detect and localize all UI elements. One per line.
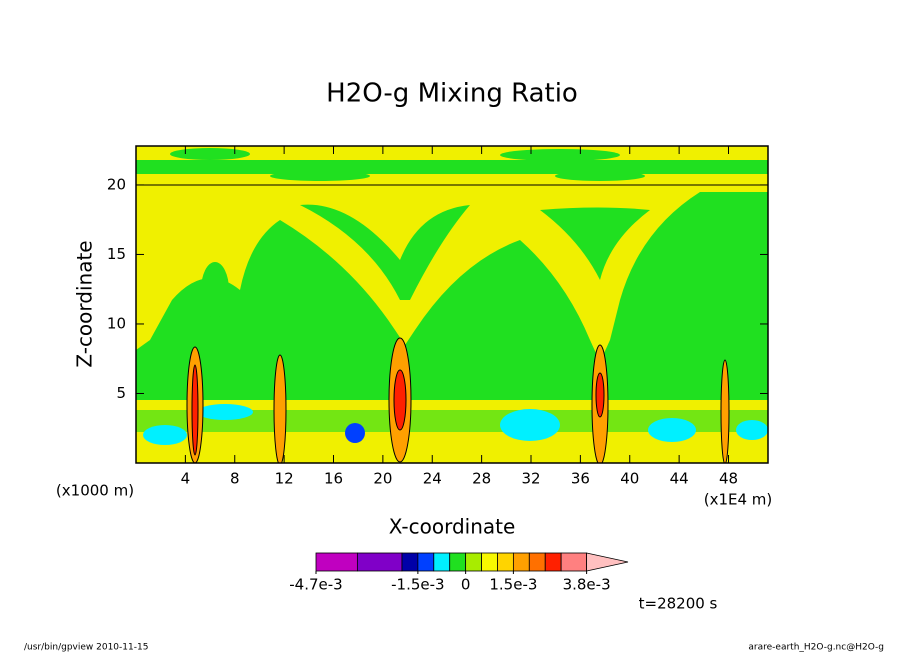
colorbar-segment xyxy=(315,552,358,572)
colorbar-segment xyxy=(512,552,530,572)
contour-field xyxy=(136,146,768,463)
colorbar-segment xyxy=(449,552,467,572)
y-tick-label: 20 xyxy=(107,175,126,193)
x-tick-label: 20 xyxy=(373,470,392,488)
x-tick-label: 44 xyxy=(670,470,689,488)
colorbar-segment xyxy=(560,552,588,572)
colorbar-segment xyxy=(465,552,482,572)
x-tick-label: 48 xyxy=(719,470,738,488)
colorbar-segment xyxy=(356,552,403,572)
x-tick-label: 12 xyxy=(275,470,294,488)
time-label: t=28200 s xyxy=(639,595,718,613)
y-axis-label: Z-coordinate xyxy=(73,240,97,367)
y-tick-label: 15 xyxy=(107,245,126,263)
colorbar-segment xyxy=(544,552,562,572)
footer-left: /usr/bin/gpview 2010-11-15 xyxy=(24,643,148,653)
colorbar-tick-label: 0 xyxy=(461,576,471,594)
x-tick-label: 40 xyxy=(620,470,639,488)
colorbar-segment xyxy=(528,552,546,572)
x-tick-label: 8 xyxy=(230,470,240,488)
colorbar-segment xyxy=(497,552,514,572)
x-tick-label: 36 xyxy=(571,470,590,488)
x-unit-note: (x1000 m) xyxy=(56,482,134,500)
x-axis-label: X-coordinate xyxy=(389,515,516,539)
colorbar-extension xyxy=(586,552,629,572)
x-tick-label: 28 xyxy=(472,470,491,488)
colorbar-segment xyxy=(433,552,451,572)
footer-right: arare-earth_H2O-g.nc@H2O-g xyxy=(748,643,884,653)
colorbar-tick-label: 1.5e-3 xyxy=(489,576,537,594)
y-tick-label: 5 xyxy=(116,384,126,402)
colorbar-segment xyxy=(401,552,419,572)
y-tick-label: 10 xyxy=(107,314,126,332)
colorbar-segment xyxy=(481,552,498,572)
colorbar-segment xyxy=(417,552,435,572)
x-tick-label: 16 xyxy=(324,470,343,488)
x-tick-label: 4 xyxy=(181,470,191,488)
chart-title: H2O-g Mixing Ratio xyxy=(326,79,578,109)
x-scale-note: (x1E4 m) xyxy=(704,491,773,509)
colorbar-tick-label: -1.5e-3 xyxy=(391,576,444,594)
x-tick-label: 24 xyxy=(423,470,442,488)
plot-frame xyxy=(135,145,769,464)
x-tick-label: 32 xyxy=(521,470,540,488)
colorbar-tick-label: -4.7e-3 xyxy=(289,576,342,594)
colorbar-tick-label: 3.8e-3 xyxy=(563,576,611,594)
